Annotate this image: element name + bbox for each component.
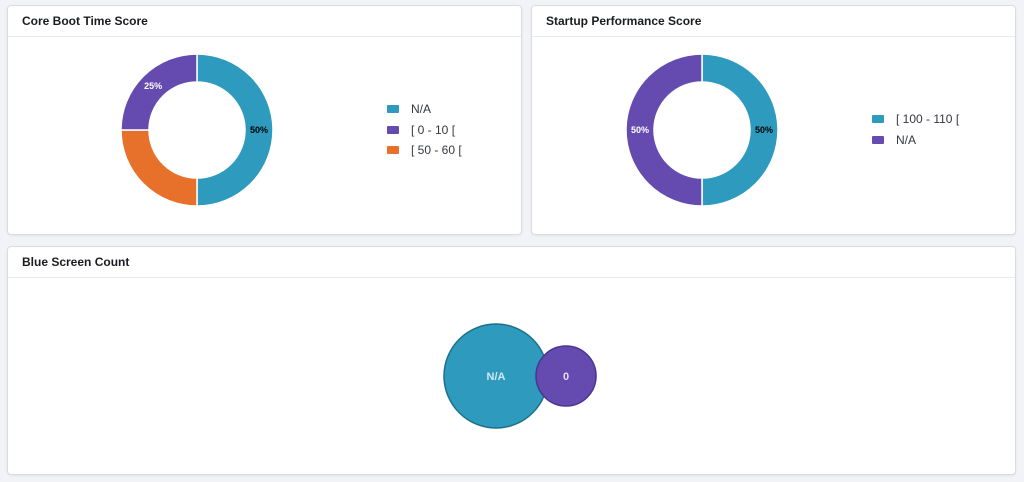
slice-data-label: 25% bbox=[144, 81, 162, 91]
legend-label: N/A bbox=[411, 102, 432, 117]
blue-screen-count-panel: Blue Screen Count N/A 0 bbox=[7, 246, 1016, 475]
legend-swatch bbox=[387, 125, 399, 134]
bubble-label: 0 bbox=[563, 371, 569, 383]
chart-legend: N/A [ 0 - 10 [ [ 50 - 60 [ bbox=[387, 99, 462, 161]
bubble-0[interactable] bbox=[535, 345, 597, 407]
slice-data-label: 50% bbox=[755, 125, 773, 135]
legend-item-n-a[interactable]: N/A bbox=[387, 99, 462, 120]
chart-legend: [ 100 - 110 [ N/A bbox=[872, 109, 959, 150]
legend-label: [ 0 - 10 [ bbox=[411, 122, 456, 137]
legend-item-100-110[interactable]: [ 100 - 110 [ bbox=[872, 109, 959, 130]
bubble-chart: N/A 0 bbox=[443, 323, 597, 429]
panel-title: Startup Performance Score bbox=[532, 6, 1015, 37]
legend-label: [ 50 - 60 [ bbox=[411, 143, 462, 158]
panel-body: 50% 50% [ 100 - 110 [ N/A bbox=[532, 37, 1015, 234]
panel-body: N/A 0 bbox=[8, 278, 1015, 474]
slice-n-a[interactable] bbox=[196, 53, 274, 207]
core-boot-time-panel: Core Boot Time Score 50% 25% N/A [ 0 - 10 … bbox=[7, 5, 522, 235]
slice-50-60[interactable] bbox=[120, 129, 198, 207]
panel-title: Core Boot Time Score bbox=[8, 6, 521, 37]
slice-data-label: 50% bbox=[250, 125, 268, 135]
legend-item-50-60[interactable]: [ 50 - 60 [ bbox=[387, 140, 462, 161]
slice-n-a[interactable] bbox=[625, 53, 703, 207]
donut-chart: 50% 50% bbox=[625, 53, 779, 207]
startup-performance-panel: Startup Performance Score 50% 50% [ 100 -… bbox=[531, 5, 1016, 235]
panel-body: 50% 25% N/A [ 0 - 10 [ [ 50 - 60 [ bbox=[8, 37, 521, 234]
donut-chart: 50% 25% bbox=[120, 53, 274, 207]
legend-item-0-10[interactable]: [ 0 - 10 [ bbox=[387, 120, 462, 141]
legend-swatch bbox=[387, 146, 399, 155]
legend-label: [ 100 - 110 [ bbox=[896, 112, 960, 127]
legend-label: N/A bbox=[896, 132, 917, 147]
legend-swatch bbox=[387, 105, 399, 114]
bubble-label: N/A bbox=[487, 371, 506, 383]
legend-swatch bbox=[872, 135, 884, 144]
legend-item-n-a[interactable]: N/A bbox=[872, 130, 959, 151]
slice-0-10[interactable] bbox=[120, 53, 198, 131]
slice-data-label: 50% bbox=[631, 125, 649, 135]
slice-100-110[interactable] bbox=[701, 53, 779, 207]
legend-swatch bbox=[872, 115, 884, 124]
panel-title: Blue Screen Count bbox=[8, 247, 1015, 278]
